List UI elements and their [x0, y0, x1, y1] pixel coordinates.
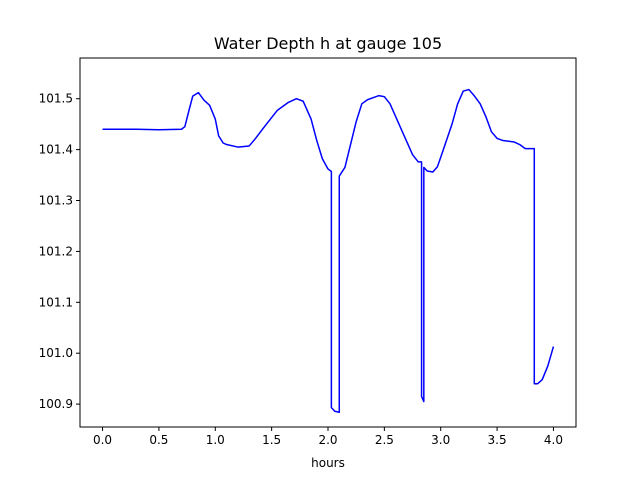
plot-area [102, 88, 555, 413]
x-tick-label: 0.5 [149, 433, 168, 447]
y-tick-label: 101.2 [39, 244, 73, 258]
plot-frame [79, 57, 577, 428]
y-tick-label: 101.3 [39, 194, 73, 208]
x-tick-label: 3.5 [488, 433, 507, 447]
x-axis-label: hours [311, 456, 345, 470]
y-tick-label: 100.9 [39, 397, 73, 411]
x-tick-label: 1.0 [206, 433, 225, 447]
x-tick-label: 2.5 [375, 433, 394, 447]
y-tick-label: 101.5 [39, 92, 73, 106]
series-line [102, 88, 555, 413]
x-axis: 0.0 0.5 1.0 1.5 2.0 2.5 3.0 3.5 4.0 [93, 427, 563, 447]
x-tick-label: 3.0 [431, 433, 450, 447]
y-tick-label: 101.4 [39, 143, 73, 157]
x-tick-label: 1.5 [262, 433, 281, 447]
y-tick-label: 101.1 [39, 295, 73, 309]
x-tick-label: 0.0 [93, 433, 112, 447]
x-tick-label: 2.0 [318, 433, 337, 447]
y-axis: 100.9 101.0 101.1 101.2 101.3 101.4 101.5 [39, 92, 80, 411]
y-tick-label: 101.0 [39, 346, 73, 360]
x-tick-label: 4.0 [544, 433, 563, 447]
chart-title: Water Depth h at gauge 105 [214, 34, 442, 53]
